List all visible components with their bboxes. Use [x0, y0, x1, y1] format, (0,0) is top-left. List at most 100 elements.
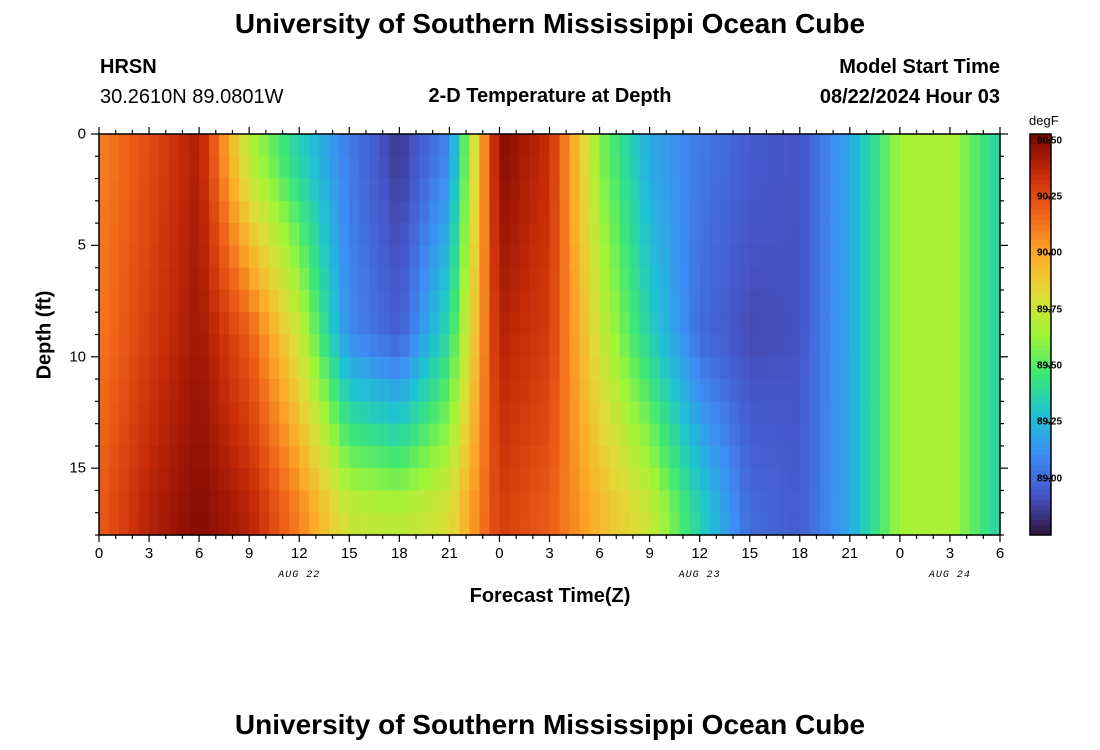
heatmap-cell	[369, 445, 380, 469]
heatmap-cell	[299, 312, 310, 336]
heatmap-cell	[679, 490, 691, 514]
heatmap-cell	[559, 356, 571, 380]
heatmap-cell	[199, 401, 210, 425]
heatmap-cell	[909, 134, 921, 157]
heatmap-cell	[379, 490, 390, 514]
heatmap-cell	[209, 134, 220, 157]
heatmap-cell	[459, 468, 471, 492]
heatmap-cell	[939, 312, 951, 336]
y-axis-label: Depth (ft)	[33, 290, 56, 380]
heatmap-cell	[629, 512, 641, 536]
heatmap-cell	[389, 200, 400, 224]
heatmap-cell	[869, 178, 881, 202]
heatmap-cell	[189, 334, 200, 358]
heatmap-cell	[799, 379, 811, 402]
heatmap-cell	[299, 267, 310, 291]
colorbar-cell	[1030, 239, 1051, 245]
heatmap-cell	[989, 200, 1001, 224]
heatmap-cell	[279, 468, 290, 492]
heatmap-cell	[799, 178, 811, 202]
heatmap-cell	[899, 401, 911, 425]
heatmap-cell	[589, 356, 601, 380]
heatmap-cell	[239, 334, 250, 358]
heatmap-cell	[259, 156, 270, 180]
heatmap-cell	[809, 312, 821, 336]
colorbar-cell	[1030, 489, 1051, 496]
heatmap-cell	[929, 512, 941, 536]
x-tick-label: 3	[545, 545, 554, 562]
heatmap-cell	[659, 401, 671, 425]
heatmap-cell	[949, 356, 961, 380]
heatmap-cell	[289, 379, 300, 402]
heatmap-cell	[569, 356, 581, 380]
heatmap-cell	[509, 445, 521, 469]
heatmap-cell	[679, 134, 691, 157]
heatmap-cell	[699, 490, 711, 514]
heatmap-cell	[179, 512, 190, 536]
heatmap-cell	[219, 156, 230, 180]
heatmap-cell	[349, 334, 360, 358]
heatmap-cell	[909, 312, 921, 336]
heatmap-cell	[449, 423, 460, 447]
heatmap-cell	[909, 200, 921, 224]
heatmap-cell	[529, 334, 541, 358]
heatmap-cell	[859, 267, 871, 291]
heatmap-cell	[119, 223, 130, 246]
heatmap-cell	[529, 423, 541, 447]
heatmap-cell	[779, 267, 791, 291]
heatmap-cell	[649, 334, 661, 358]
heatmap-cell	[799, 356, 811, 380]
heatmap-cell	[629, 245, 641, 269]
heatmap-cell	[669, 134, 681, 157]
heatmap-cell	[139, 445, 150, 469]
heatmap-cell	[679, 512, 691, 536]
heatmap-cell	[149, 267, 160, 291]
heatmap-cell	[959, 178, 971, 202]
heatmap-cell	[909, 223, 921, 246]
station-coordinates: 30.2610N 89.0801W	[100, 86, 284, 108]
heatmap-cell	[309, 267, 320, 291]
heatmap-cell	[139, 379, 150, 402]
heatmap-cell	[559, 223, 571, 246]
heatmap-cell	[609, 423, 621, 447]
heatmap-cell	[449, 223, 460, 246]
heatmap-cell	[929, 423, 941, 447]
heatmap-cell	[689, 445, 701, 469]
heatmap-cell	[869, 379, 881, 402]
heatmap-cell	[639, 468, 651, 492]
heatmap-cell	[639, 289, 651, 313]
heatmap-cell	[419, 200, 430, 224]
heatmap-cell	[329, 223, 340, 246]
heatmap-cell	[669, 156, 681, 180]
heatmap-cell	[159, 156, 170, 180]
heatmap-cell	[209, 223, 220, 246]
heatmap-cell	[719, 245, 731, 269]
heatmap-cell	[919, 423, 931, 447]
y-tick-label: 15	[69, 459, 86, 477]
heatmap-cell	[419, 312, 430, 336]
heatmap-cell	[519, 379, 531, 402]
heatmap-cell	[159, 445, 170, 469]
heatmap-cell	[279, 512, 290, 536]
heatmap-cell	[849, 223, 861, 246]
heatmap-cell	[939, 334, 951, 358]
heatmap-cell	[139, 512, 150, 536]
heatmap-cell	[239, 356, 250, 380]
heatmap-cell	[769, 401, 781, 425]
heatmap-cell	[459, 334, 471, 358]
heatmap-cell	[329, 512, 340, 536]
heatmap-cell	[329, 356, 340, 380]
colorbar-cell	[1030, 439, 1051, 446]
heatmap-cell	[269, 468, 280, 492]
heatmap-cell	[599, 134, 611, 157]
heatmap-cell	[829, 334, 841, 358]
heatmap-cell	[789, 401, 801, 425]
heatmap-cell	[619, 468, 631, 492]
heatmap-cell	[739, 379, 751, 402]
heatmap-cell	[729, 423, 741, 447]
heatmap-cell	[989, 134, 1001, 157]
heatmap-cell	[769, 134, 781, 157]
heatmap-cell	[399, 356, 410, 380]
heatmap-cell	[619, 490, 631, 514]
heatmap-cell	[269, 490, 280, 514]
